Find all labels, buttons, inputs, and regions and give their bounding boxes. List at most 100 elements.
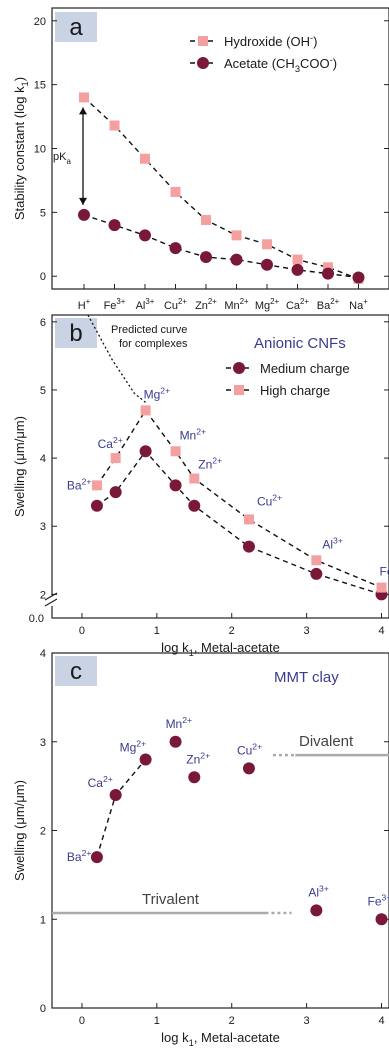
ion-label: Mn2+ [180,426,207,442]
medium-charge-point [242,540,255,553]
clay-point [90,851,103,864]
legend-marker [234,385,244,395]
panel-letter-background [55,12,97,42]
acetate-point [291,263,304,276]
ion-label: Mg2+ [120,739,147,755]
medium-charge-point [109,486,122,499]
hydroxide-point [231,230,242,241]
clay-point [188,771,201,784]
hydroxide-point [323,262,333,273]
x-category-label: Na+ [349,297,368,312]
acetate-point [78,208,90,221]
axis-break-gap [46,596,58,606]
ion-label: Mn2+ [166,715,193,731]
acetate-point [352,271,365,284]
hydroxide-point [170,186,181,197]
x-category-label: Cu2+ [164,297,187,312]
panel-c-title: MMT clay [274,669,339,686]
medium-charge-point [310,567,323,580]
y-tick-label: 2 [40,826,46,838]
panel-b-frame [51,314,389,619]
trivalent-label: Trivalent [142,891,200,908]
acetate-point [261,258,273,271]
ion-label: Cu2+ [237,741,262,757]
y-tick-label: 15 [34,80,46,92]
y-tick-label: 3 [40,737,46,749]
panel-letter: c [70,658,82,685]
y-tick-label: 3 [40,521,46,533]
ion-label: Ba2+ [67,476,92,492]
medium-charge-point [90,499,103,512]
hydroxide-point [79,92,89,103]
medium-charge-point [139,445,152,458]
high-charge-point [170,446,181,457]
panel-a-frame [51,7,389,290]
x-category-label: Ca2+ [286,297,309,312]
legend-marker [233,362,245,374]
legend-acetate-marker [197,57,209,69]
clay-point [310,904,323,917]
y-tick-label: 20 [34,16,46,28]
x-tick-label: 0 [79,1015,85,1027]
hydroxide-point [201,215,211,226]
legend-hydroxide-label: Hydroxide (OH-) [224,33,317,49]
y-tick-label: 1 [40,914,46,926]
panel-b-title: Anionic CNFs [254,335,346,352]
x-category-label: Al3+ [136,297,155,312]
x-tick-label: 2 [229,1015,235,1027]
acetate-point [200,251,212,264]
ion-label: Mg2+ [144,385,171,401]
clay-point [375,913,388,926]
y-axis-title: Stability constant (log k1) [12,77,30,220]
series-line [83,96,359,280]
high-charge-point [376,582,387,593]
pka-arrow-head-up [79,107,87,115]
x-tick-label: 4 [378,1015,384,1027]
ion-label: Al3+ [308,883,329,899]
x-axis-title: log k1, Metal-acetate [161,640,280,658]
y-tick-label: 0 [40,271,46,283]
x-tick-label: 3 [304,625,310,637]
legend-hydroxide-marker [198,36,208,46]
medium-charge-point [188,499,201,512]
legend-label: High charge [260,383,330,398]
high-charge-point [243,514,254,525]
acetate-point [139,229,151,242]
ion-label: Al3+ [322,535,343,551]
acetate-point [108,219,121,232]
hydroxide-point [109,120,120,131]
legend-acetate-label: Acetate (CH3COO-) [224,55,337,74]
x-tick-label: 1 [154,1015,160,1027]
hydroxide-point [140,153,150,164]
axis-break-mark [44,598,58,607]
ion-label: Ba2+ [67,848,92,864]
high-charge-point [311,555,322,566]
x-category-label: H+ [78,297,91,312]
x-category-label: Mn2+ [224,297,249,312]
x-axis-title: log k1, Metal-acetate [161,1030,280,1048]
y-tick-label: 4 [40,648,46,660]
series-line [83,214,359,279]
y-tick-label: 4 [40,453,46,465]
y-tick-label: 10 [34,144,46,156]
hydroxide-point [262,239,272,250]
ion-label: Zn2+ [186,750,210,766]
legend-label: Medium charge [260,361,350,376]
ion-label: Ca2+ [88,774,113,790]
acetate-point [169,242,182,255]
x-tick-label: 1 [154,625,160,637]
clay-point [242,762,255,775]
y-break-label: 0.0 [29,613,44,625]
x-category-label: Ba2+ [317,297,340,312]
panel-letter-background [55,656,97,686]
ion-label: Fe3+ [368,892,389,908]
predicted-note: Predicted curve for complexes [111,324,188,350]
acetate-point [322,267,334,280]
pka-arrow-head-down [79,197,87,205]
panel-c-frame [51,652,389,1009]
divalent-label: Divalent [299,733,354,750]
high-charge-point [140,405,151,416]
y-axis-title: Swelling (μm/μm) [12,780,27,881]
clay-point [139,753,152,766]
hydroxide-point [292,254,303,265]
